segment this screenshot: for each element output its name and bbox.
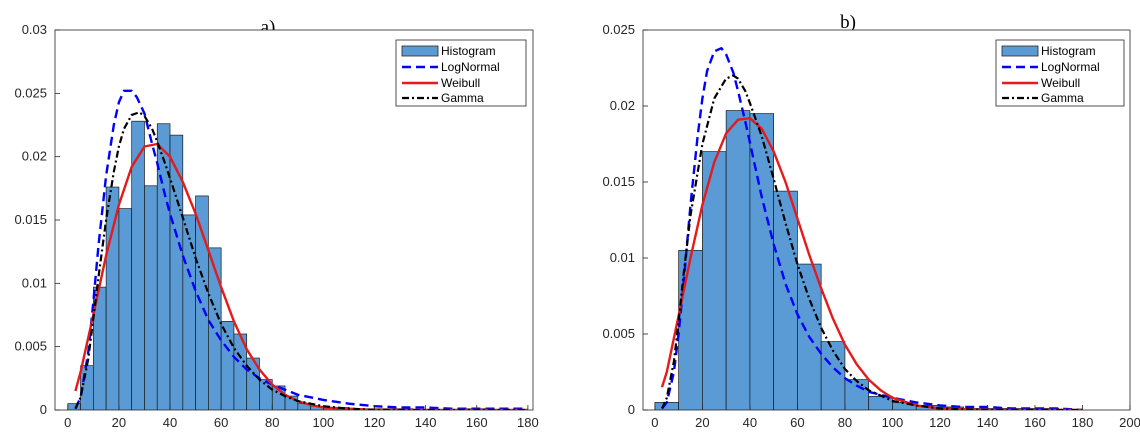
legend-swatch-histogram-a	[401, 45, 439, 57]
x-tick-label: 100	[882, 415, 904, 430]
x-tick-label: 0	[64, 415, 71, 430]
histogram-bar	[678, 250, 703, 410]
x-tick-label: 20	[112, 415, 126, 430]
y-tick-label: 0.03	[22, 22, 47, 37]
y-tick-label: 0.025	[602, 22, 635, 37]
histogram-bar	[220, 320, 235, 410]
x-tick-label: 140	[977, 415, 999, 430]
x-tick-label: 100	[313, 415, 335, 430]
x-tick-label: 140	[415, 415, 437, 430]
x-tick-label: 120	[929, 415, 951, 430]
x-tick-label: 0	[651, 415, 658, 430]
x-tick-label: 180	[1072, 415, 1094, 430]
y-tick-label: 0.01	[22, 275, 47, 290]
y-tick-label: 0.025	[14, 85, 47, 100]
legend-swatch-histogram-b	[1001, 45, 1039, 57]
y-tick-label: 0	[40, 402, 47, 417]
y-tick-label: 0.015	[14, 212, 47, 227]
y-axis-ticks-b: 0 0.005 0.01 0.015 0.02 0.025	[602, 22, 648, 417]
y-tick-label: 0.02	[610, 98, 635, 113]
y-tick-label: 0.01	[610, 250, 635, 265]
legend-label-lognormal-a: LogNormal	[441, 60, 500, 74]
legend-label-weibull-a: Weibull	[441, 76, 480, 90]
legend-label-weibull-b: Weibull	[1041, 76, 1080, 90]
x-tick-label: 160	[1024, 415, 1046, 430]
x-tick-label: 60	[214, 415, 228, 430]
curve-lognormal	[661, 47, 1083, 410]
chart-a: a) 0 20 40 60 80 100 120 140 160 180 00.0050.010.…	[14, 17, 538, 430]
legend-label-gamma-a: Gamma	[441, 91, 484, 105]
density-curves-a	[74, 89, 528, 410]
x-axis-ticks-a: 0 20 40 60 80 100 120 140 160 180	[64, 405, 539, 430]
x-tick-label: 40	[163, 415, 177, 430]
legend-a: Histogram LogNormal Weibull Gamma	[395, 39, 527, 107]
x-tick-label: 60	[790, 415, 804, 430]
x-axis-ticks-b: 0 20 40 60 80 100 120 140 160 180 200	[651, 405, 1140, 430]
legend-label-lognormal-b: LogNormal	[1041, 60, 1100, 74]
x-tick-label: 180	[517, 415, 539, 430]
histogram-bar	[844, 379, 870, 410]
histogram-bar	[118, 208, 133, 410]
y-tick-label: 0.015	[602, 174, 635, 189]
x-tick-label: 80	[265, 415, 279, 430]
legend-b: Histogram LogNormal Weibull Gamma	[995, 39, 1125, 107]
histogram-bar	[67, 403, 81, 410]
curve-gamma	[74, 111, 528, 410]
panel-b-title: b)	[840, 12, 856, 33]
legend-label-gamma-b: Gamma	[1041, 91, 1084, 105]
histogram-bar	[725, 110, 751, 410]
histogram-bar	[749, 113, 775, 410]
x-tick-label: 40	[743, 415, 757, 430]
legend-label-histogram-a: Histogram	[441, 44, 496, 58]
histogram-bar	[144, 185, 158, 410]
chart-b: b) 0 20 40 60 80 100 120 140 160 180 200 0 0.005 0.0…	[602, 12, 1140, 430]
y-axis-ticks-a: 0 0.005 0.01 0.015 0.02 0.025 0.03	[14, 22, 60, 417]
y-tick-label: 0.005	[602, 326, 635, 341]
histogram-bar	[195, 195, 209, 410]
x-tick-label: 120	[364, 415, 386, 430]
density-curves-b	[660, 47, 1083, 410]
histogram-bar	[182, 214, 196, 410]
y-tick-label: 0	[628, 402, 635, 417]
histogram-bar	[105, 186, 120, 410]
x-tick-label: 200	[1119, 415, 1140, 430]
curve-gamma	[660, 74, 1083, 410]
x-tick-label: 20	[695, 415, 709, 430]
x-tick-label: 80	[838, 415, 852, 430]
curve-lognormal	[74, 89, 528, 410]
y-tick-label: 0.02	[22, 149, 47, 164]
legend-label-histogram-b: Histogram	[1041, 44, 1096, 58]
y-tick-label: 0.005	[14, 339, 47, 354]
x-tick-label: 160	[466, 415, 488, 430]
